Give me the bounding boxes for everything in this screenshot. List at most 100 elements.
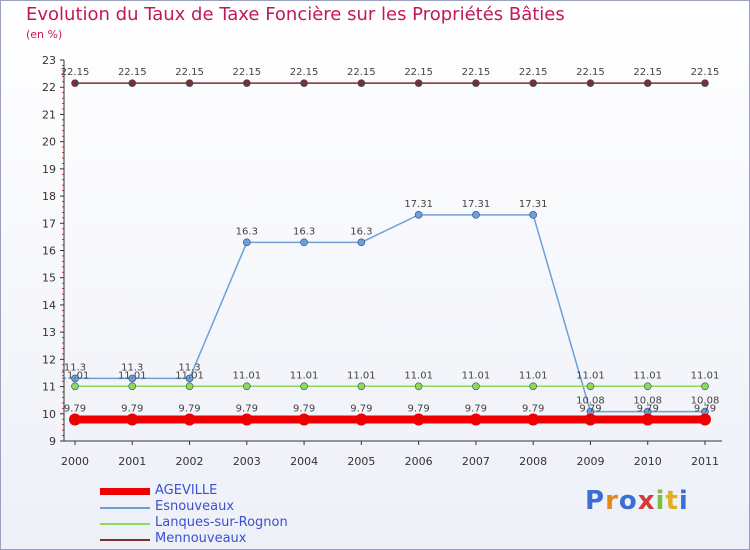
data-point-esnouveaux (128, 374, 137, 383)
data-point-mennouveaux (357, 79, 366, 87)
data-label-esnouveaux: 16.3 (293, 226, 315, 237)
y-tick-label: 22 (42, 81, 56, 94)
data-label-ageville: 9.79 (121, 404, 143, 415)
data-point-mennouveaux (185, 79, 194, 87)
x-tick-label: 2011 (691, 455, 719, 468)
data-label-lanques-sur-rognon: 11.01 (519, 370, 548, 381)
y-tick-label: 10 (42, 408, 56, 421)
data-label-ageville: 9.79 (178, 404, 200, 415)
x-tick-label: 2007 (462, 455, 490, 468)
data-label-lanques-sur-rognon: 11.01 (462, 370, 491, 381)
data-point-lanques-sur-rognon (529, 382, 537, 391)
y-tick-label: 20 (42, 136, 56, 149)
data-point-lanques-sur-rognon (128, 382, 137, 391)
data-point-esnouveaux (243, 238, 251, 247)
brand-letter: i (678, 486, 689, 516)
data-label-mennouveaux: 22.15 (633, 67, 662, 78)
legend-swatch-ageville (100, 488, 150, 495)
data-label-esnouveaux: 11.3 (178, 362, 200, 373)
data-point-mennouveaux (643, 79, 652, 87)
data-point-mennouveaux (71, 79, 79, 87)
data-label-mennouveaux: 22.15 (232, 67, 261, 78)
y-tick-label: 14 (42, 299, 56, 312)
data-label-ageville: 9.79 (637, 404, 659, 415)
unit-label: (en %) (26, 28, 63, 41)
data-label-lanques-sur-rognon: 11.01 (61, 370, 90, 381)
data-label-esnouveaux: 10.08 (633, 396, 662, 407)
legend-label-lanques: Lanques-sur-Rognon (155, 515, 288, 530)
brand-letter: i (655, 486, 666, 516)
data-label-ageville: 9.79 (579, 404, 601, 415)
brand-letter: o (618, 486, 638, 516)
data-label-lanques-sur-rognon: 11.01 (633, 370, 662, 381)
y-tick-label: 16 (42, 245, 56, 258)
brand-logo: Proxiti (585, 486, 689, 516)
data-label-ageville: 9.79 (522, 404, 544, 415)
data-label-mennouveaux: 22.15 (175, 67, 204, 78)
data-point-lanques-sur-rognon (185, 382, 194, 391)
y-tick-label: 11 (42, 381, 56, 394)
brand-letter: t (665, 486, 679, 516)
data-point-lanques-sur-rognon (414, 382, 423, 391)
y-tick-label: 18 (42, 190, 56, 203)
data-point-lanques-sur-rognon (71, 382, 79, 391)
y-tick-label: 9 (49, 435, 56, 448)
brand-letter: r (605, 486, 619, 516)
data-label-esnouveaux: 17.31 (519, 199, 548, 210)
data-point-mennouveaux (586, 79, 595, 87)
data-label-esnouveaux: 16.3 (236, 226, 258, 237)
data-label-esnouveaux: 11.3 (121, 362, 143, 373)
data-label-ageville: 9.79 (293, 404, 315, 415)
data-point-ageville (412, 413, 425, 426)
x-tick-label: 2009 (576, 455, 604, 468)
data-label-esnouveaux: 17.31 (462, 199, 491, 210)
x-tick-label: 2000 (61, 455, 89, 468)
legend-swatch-esnouveaux (100, 507, 150, 509)
data-label-lanques-sur-rognon: 11.01 (691, 370, 720, 381)
data-point-ageville (126, 413, 139, 426)
data-point-ageville (527, 413, 540, 426)
data-point-ageville (355, 413, 368, 426)
data-label-mennouveaux: 22.15 (519, 67, 548, 78)
x-tick-label: 2006 (405, 455, 433, 468)
x-tick-label: 2003 (233, 455, 261, 468)
data-label-lanques-sur-rognon: 11.01 (404, 370, 433, 381)
chart-title: Evolution du Taux de Taxe Foncière sur l… (26, 4, 565, 25)
y-tick-label: 21 (42, 108, 56, 121)
data-point-lanques-sur-rognon (643, 382, 652, 391)
y-tick-label: 15 (42, 272, 56, 285)
data-point-lanques-sur-rognon (300, 382, 308, 391)
data-point-esnouveaux (414, 211, 423, 219)
data-point-esnouveaux (185, 374, 194, 383)
data-label-mennouveaux: 22.15 (61, 67, 90, 78)
legend-swatch-mennouveaux (100, 539, 150, 541)
y-tick-label: 19 (42, 163, 56, 176)
legend-swatch-lanques (100, 523, 150, 525)
data-point-esnouveaux (300, 238, 308, 247)
brand-letter: P (585, 486, 606, 516)
data-point-mennouveaux (300, 79, 308, 87)
y-tick-label: 13 (42, 326, 56, 339)
data-point-mennouveaux (472, 79, 480, 87)
x-tick-label: 2008 (519, 455, 547, 468)
data-point-lanques-sur-rognon (357, 382, 366, 391)
x-tick-label: 2002 (176, 455, 204, 468)
data-label-mennouveaux: 22.15 (576, 67, 605, 78)
x-tick-label: 2005 (347, 455, 375, 468)
data-label-mennouveaux: 22.15 (347, 67, 376, 78)
data-point-ageville (183, 413, 196, 426)
data-point-ageville (298, 413, 311, 426)
data-label-lanques-sur-rognon: 11.01 (576, 370, 605, 381)
data-point-esnouveaux (472, 211, 480, 219)
brand-letter: x (637, 486, 656, 516)
data-label-esnouveaux: 11.3 (64, 362, 86, 373)
data-label-ageville: 9.79 (350, 404, 372, 415)
data-label-ageville: 9.79 (465, 404, 487, 415)
data-label-ageville: 9.79 (694, 404, 716, 415)
data-label-mennouveaux: 22.15 (691, 67, 720, 78)
data-label-mennouveaux: 22.15 (462, 67, 491, 78)
data-label-lanques-sur-rognon: 11.01 (290, 370, 319, 381)
data-point-mennouveaux (529, 79, 537, 87)
